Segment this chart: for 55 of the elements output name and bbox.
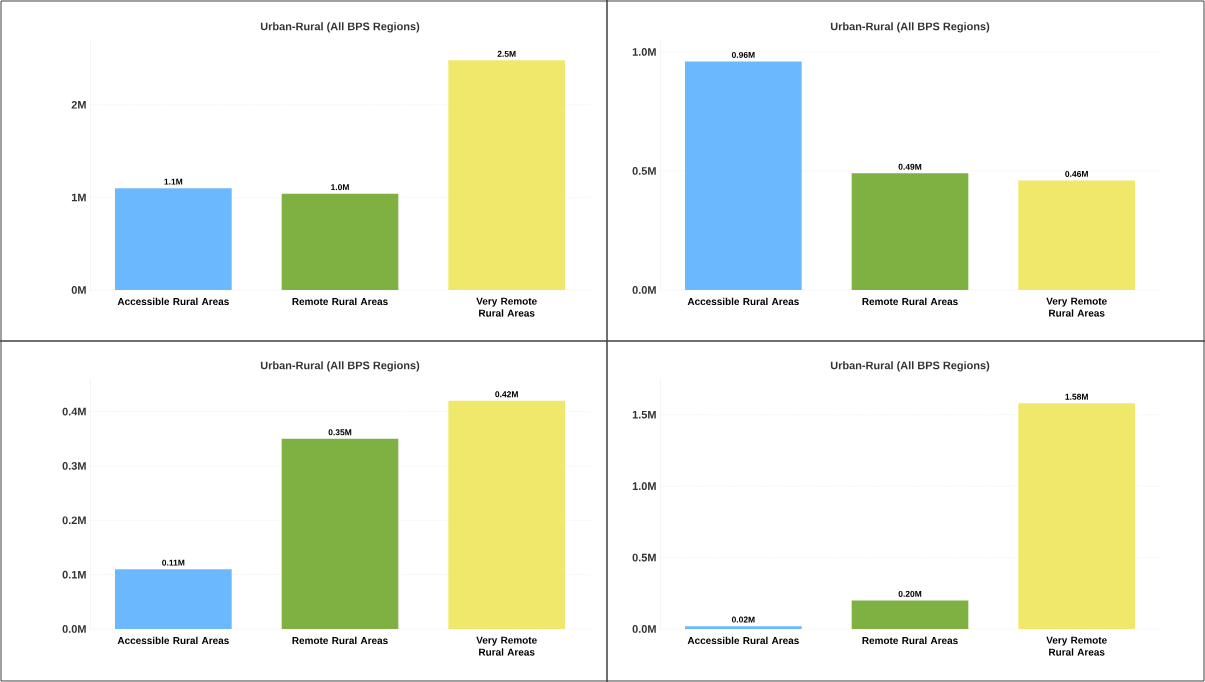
x-tick-label: Very Remote Rural Areas xyxy=(476,297,537,317)
y-tick-label: 1M xyxy=(71,193,86,202)
y-tick-label: 0.2M xyxy=(62,516,86,525)
bar xyxy=(115,569,232,629)
x-tick-label: Accessible Rural Areas xyxy=(117,636,229,645)
y-tick-label: 0.3M xyxy=(62,462,86,470)
bar xyxy=(685,61,802,290)
data-label: 1.0M xyxy=(331,184,349,191)
y-tick-label: 0.0M xyxy=(632,286,656,294)
bar xyxy=(685,626,802,629)
bar xyxy=(851,173,969,290)
chart-title: Urban-Rural (All BPS Regions) xyxy=(260,22,420,33)
y-tick-label: 1.5M xyxy=(632,410,656,419)
bar xyxy=(1018,403,1136,629)
x-tick-label: Remote Rural Areas xyxy=(292,297,388,306)
x-tick-label: Very Remote Rural Areas xyxy=(1046,297,1107,317)
bar xyxy=(281,438,399,629)
bar xyxy=(1018,180,1136,290)
x-tick-label: Remote Rural Areas xyxy=(862,636,958,645)
x-tick-label: Remote Rural Areas xyxy=(292,636,388,645)
data-label: 1.1M xyxy=(164,178,183,185)
data-label: 0.20M xyxy=(898,590,922,597)
x-tick-label: Accessible Rural Areas xyxy=(687,636,799,645)
x-tick-label: Remote Rural Areas xyxy=(862,297,958,306)
x-tick-label: Very Remote Rural Areas xyxy=(1046,636,1107,656)
y-tick-label: 0.5M xyxy=(632,553,656,562)
bar xyxy=(448,400,566,629)
data-label: 1.58M xyxy=(1065,393,1088,400)
y-tick-label: 0.4M xyxy=(62,407,86,416)
data-label: 0.42M xyxy=(495,391,518,398)
chart-title: Urban-Rural (All BPS Regions) xyxy=(830,361,990,372)
x-tick-label: Very Remote Rural Areas xyxy=(476,636,537,656)
data-label: 0.96M xyxy=(731,51,755,58)
data-label: 0.35M xyxy=(328,429,352,436)
bar xyxy=(851,600,969,629)
x-tick-label: Accessible Rural Areas xyxy=(117,297,229,306)
data-label: 0.11M xyxy=(162,559,185,566)
y-tick-label: 0.0M xyxy=(62,625,86,633)
y-tick-label: 1.0M xyxy=(632,48,656,56)
y-tick-label: 1.0M xyxy=(632,482,656,491)
y-tick-label: 0.0M xyxy=(632,625,656,633)
bar xyxy=(448,60,566,290)
y-tick-label: 0M xyxy=(71,286,86,294)
data-label: 0.49M xyxy=(898,163,922,170)
data-label: 0.02M xyxy=(731,616,755,623)
data-label: 0.46M xyxy=(1065,170,1088,177)
chart-title: Urban-Rural (All BPS Regions) xyxy=(260,361,420,372)
data-label: 2.5M xyxy=(497,50,516,57)
chart-title: Urban-Rural (All BPS Regions) xyxy=(830,22,990,33)
y-tick-label: 0.5M xyxy=(632,167,656,175)
bar xyxy=(115,188,232,290)
y-tick-label: 0.1M xyxy=(62,570,86,579)
bar xyxy=(281,193,399,290)
y-tick-label: 2M xyxy=(71,100,86,109)
x-tick-label: Accessible Rural Areas xyxy=(687,297,799,306)
